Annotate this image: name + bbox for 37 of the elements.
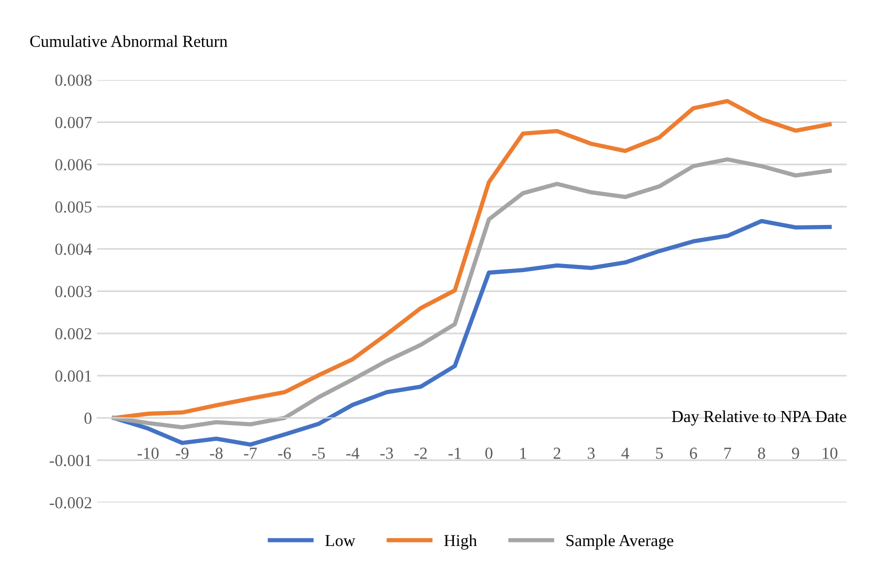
y-tick-label: -0.002: [50, 497, 92, 508]
y-tick-label: 0.005: [55, 201, 92, 213]
y-tick-label: -0.001: [50, 454, 92, 466]
x-tick-label: -4: [346, 448, 360, 459]
y-tick-label: 0.003: [55, 286, 92, 298]
x-tick-label: -7: [244, 448, 257, 459]
x-tick-label: 1: [520, 448, 526, 459]
y-tick-label: 0.007: [55, 116, 92, 128]
x-tick-label: -10: [138, 448, 159, 459]
x-tick-label: 9: [792, 448, 800, 459]
x-tick-label: -3: [380, 448, 393, 459]
x-tick-label: -1: [448, 448, 461, 459]
x-tick-label: 2: [554, 448, 560, 459]
x-tick-label: 7: [724, 448, 732, 459]
x-tick-label: -2: [414, 448, 427, 459]
x-axis-title: Day Relative to NPA Date: [672, 410, 846, 426]
x-tick-label: -8: [210, 448, 223, 459]
y-axis-title: Cumulative Abnormal Return: [30, 35, 228, 47]
y-tick-label: 0.006: [55, 159, 92, 170]
x-tick-label: 3: [588, 448, 595, 459]
y-tick-label: 0: [84, 412, 92, 424]
y-tick-label: 0.008: [55, 74, 92, 86]
legend-label: Sample Average: [566, 534, 674, 550]
x-tick-label: 5: [656, 448, 663, 459]
legend-label: High: [444, 534, 477, 550]
y-tick-label: 0.001: [55, 370, 92, 382]
x-tick-label: 6: [690, 448, 698, 459]
x-tick-label: -9: [176, 448, 188, 459]
x-tick-label: 10: [822, 448, 838, 459]
x-tick-label: -6: [278, 448, 291, 459]
x-tick-label: -5: [312, 448, 325, 459]
y-tick-label: 0.002: [55, 328, 92, 340]
legend-label: Low: [325, 535, 356, 546]
y-tick-label: 0.004: [55, 244, 92, 255]
x-tick-label: 8: [758, 448, 766, 459]
x-tick-label: 4: [621, 448, 630, 459]
x-tick-label: 0: [485, 448, 492, 459]
